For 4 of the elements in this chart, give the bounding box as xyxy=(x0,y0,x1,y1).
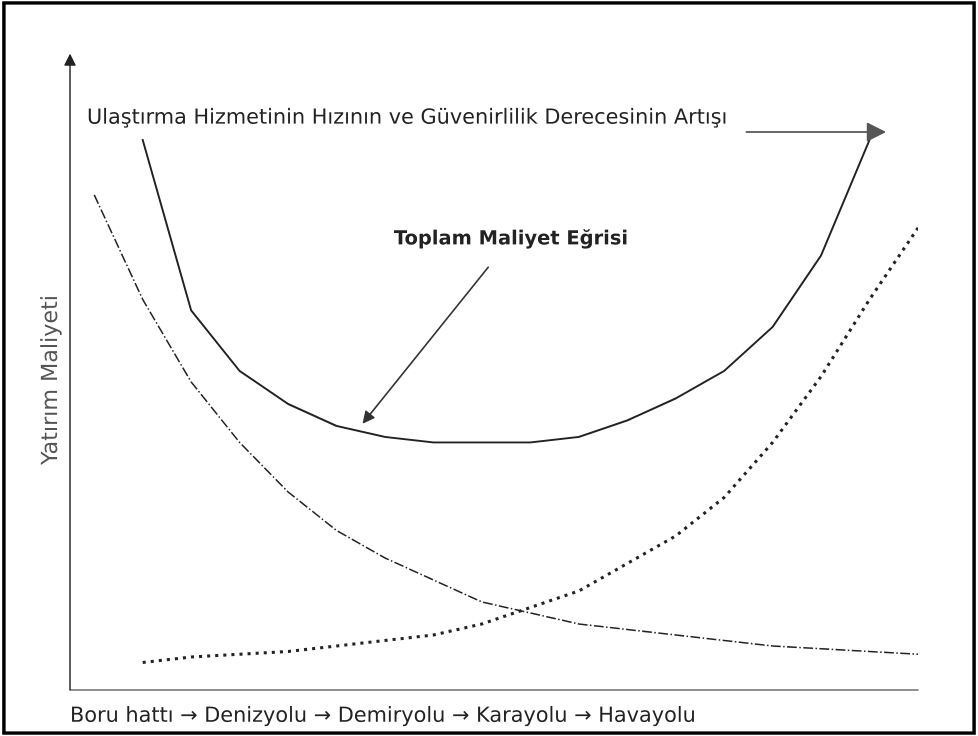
chart-title: Ulaştırma Hizmetinin Hızının ve Güvenirlilik Derecesinin Artışı xyxy=(88,108,726,128)
y-axis-title: Yatırım Maliyeti xyxy=(40,297,62,465)
x-axis-title: Boru hattı → Denizyolu → Demiryolu → Karayolu → Havayolu xyxy=(72,706,694,726)
annotation: Toplam Maliyet Eğrisi xyxy=(394,229,626,249)
